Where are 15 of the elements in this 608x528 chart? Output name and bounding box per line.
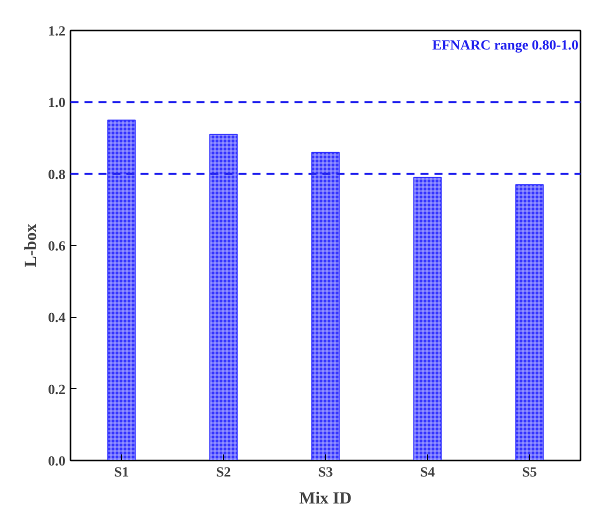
y-tick-label: 1.2 (48, 24, 66, 40)
x-tick-label: S5 (522, 466, 537, 480)
x-tick-label: S4 (420, 466, 435, 480)
x-tick-label: S2 (216, 466, 231, 480)
y-tick-label: 0.2 (48, 382, 66, 398)
y-tick-label: 0.0 (48, 454, 66, 470)
annotation: EFNARC range 0.80-1.0 (432, 38, 578, 54)
x-axis-title: Mix ID (299, 488, 352, 508)
y-axis-title: L-box (21, 223, 40, 268)
y-tick-label: 0.4 (48, 311, 66, 326)
y-tick-label: 0.6 (48, 240, 66, 254)
y-tick-label: 0.8 (48, 168, 66, 183)
y-tick-label: 1.0 (48, 96, 66, 112)
x-tick-label: S1 (114, 466, 129, 480)
x-tick-label: S3 (318, 466, 333, 480)
